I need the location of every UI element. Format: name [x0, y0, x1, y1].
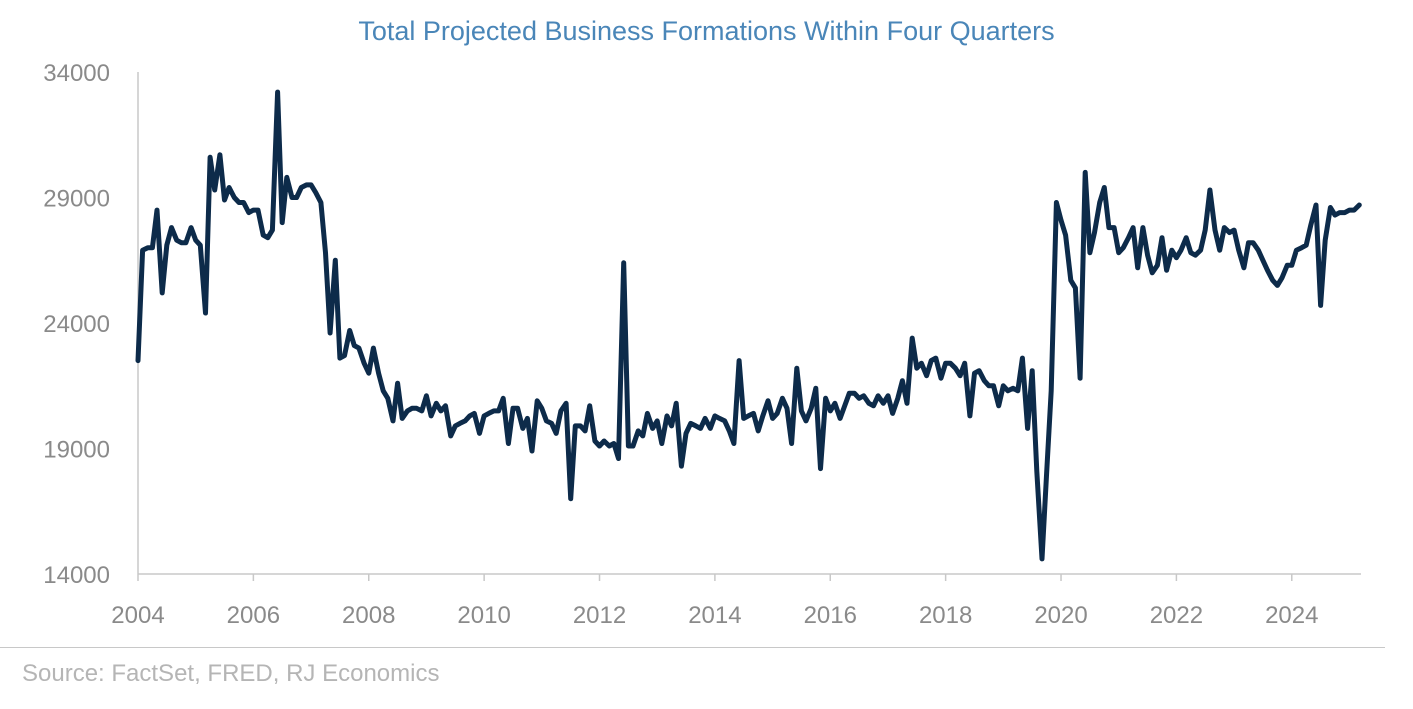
y-tick-label: 14000	[43, 562, 110, 589]
series-line	[135, 89, 1362, 562]
x-tick-label: 2014	[688, 602, 741, 629]
y-tick-label: 19000	[43, 437, 110, 464]
x-tick-label: 2018	[919, 602, 972, 629]
x-tick-label: 2024	[1265, 602, 1318, 629]
x-tick-label: 2016	[804, 602, 857, 629]
x-tick-label: 2004	[111, 602, 164, 629]
source-divider	[0, 647, 1385, 648]
source-note: Source: FactSet, FRED, RJ Economics	[22, 660, 440, 687]
x-tick-labels: 2004 2006 2008 2010 2012 2014 2016 2018 2020 2022…	[111, 602, 1318, 629]
y-tick-label: 29000	[43, 186, 110, 213]
x-tick-marks	[137, 574, 1293, 581]
y-tick-labels: 14000 19000 24000 29000 34000	[43, 60, 110, 589]
x-tick-label: 2022	[1150, 602, 1203, 629]
x-tick-label: 2020	[1034, 602, 1087, 629]
y-tick-label: 34000	[43, 60, 110, 87]
x-tick-label: 2008	[342, 602, 395, 629]
x-tick-label: 2012	[573, 602, 626, 629]
x-tick-label: 2006	[227, 602, 280, 629]
x-tick-label: 2010	[457, 602, 510, 629]
y-tick-label: 24000	[43, 311, 110, 338]
chart-title: Total Projected Business Formations With…	[358, 16, 1055, 46]
